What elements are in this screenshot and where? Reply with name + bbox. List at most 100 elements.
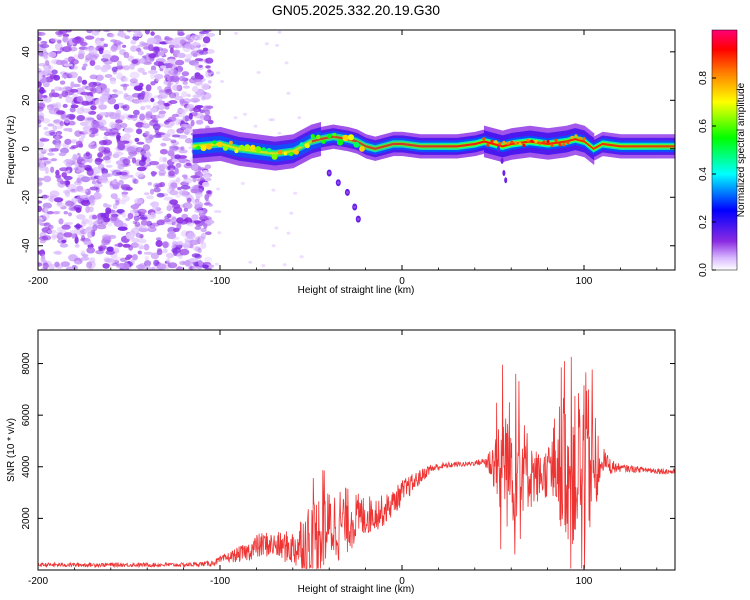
- noise-cell: [140, 105, 146, 111]
- noise-cell: [65, 96, 74, 103]
- ridge-cell: [584, 140, 586, 143]
- ridge-cell: [644, 145, 646, 148]
- ridge-cell: [400, 142, 403, 146]
- noise-cell: [144, 113, 152, 120]
- ridge-cell: [480, 141, 483, 144]
- noise-cell: [39, 137, 47, 142]
- ridge-cell: [473, 142, 476, 146]
- ridge-cell: [213, 143, 215, 146]
- ridge-cell: [542, 142, 544, 145]
- ridge-cell: [457, 145, 460, 148]
- ridge-blob: [574, 134, 578, 138]
- noise-cell: [180, 185, 191, 190]
- ridge-cell: [571, 139, 573, 142]
- noise-cell: [137, 67, 145, 73]
- x-tick-label: 100: [576, 576, 593, 587]
- noise-cell: [50, 148, 59, 152]
- noise-cell: [159, 156, 164, 163]
- ridge-cell: [449, 145, 452, 148]
- noise-cell: [48, 51, 57, 58]
- ridge-cell: [600, 143, 602, 147]
- noise-cell: [271, 188, 276, 192]
- noise-cell: [43, 65, 49, 72]
- ridge-blob: [244, 144, 251, 150]
- ridge-cell: [560, 141, 562, 144]
- ridge-cell: [425, 145, 428, 148]
- ridge-cell: [579, 139, 581, 142]
- noise-cell: [104, 87, 111, 93]
- noise-cell: [202, 47, 209, 52]
- noise-cell: [150, 31, 155, 36]
- ridge-cell: [431, 145, 434, 148]
- noise-cell: [78, 49, 85, 57]
- ridge-cell: [527, 140, 529, 143]
- ridge-cell: [418, 145, 421, 148]
- noise-cell: [139, 113, 146, 121]
- ridge-cell: [366, 145, 369, 148]
- noise-cell: [72, 153, 78, 162]
- ridge-cell: [250, 149, 252, 152]
- ridge-blob: [347, 134, 355, 141]
- ridge-cell: [648, 145, 650, 148]
- ridge-blob: [196, 145, 201, 150]
- noise-cell: [155, 164, 164, 170]
- ridge-cell: [497, 143, 499, 147]
- noise-cell: [182, 202, 193, 210]
- noise-cell: [51, 92, 60, 98]
- ridge-cell: [596, 146, 598, 149]
- ridge-cell: [671, 145, 673, 148]
- ridge-cell: [404, 143, 407, 146]
- noise-cell: [220, 80, 224, 83]
- ridge-cell: [316, 138, 319, 142]
- x-tick-label: 0: [399, 276, 405, 287]
- noise-cell: [108, 259, 115, 267]
- ridge-cell: [234, 146, 236, 149]
- noise-cell: [47, 224, 54, 230]
- ridge-cell: [476, 142, 479, 145]
- ridge-cell: [631, 145, 633, 148]
- noise-cell: [261, 264, 266, 268]
- ridge-cell: [214, 143, 216, 146]
- ridge-cell: [666, 145, 668, 148]
- noise-cell: [140, 219, 148, 226]
- noise-cell: [203, 114, 212, 122]
- ridge-cell: [251, 149, 253, 152]
- ridge-blob: [353, 141, 360, 148]
- x-tick-label: -100: [210, 576, 230, 587]
- noise-cell: [135, 121, 145, 128]
- ridge-cell: [601, 143, 603, 146]
- ridge-cell: [361, 143, 364, 146]
- noise-cell: [207, 80, 212, 84]
- noise-cell: [76, 107, 84, 115]
- ridge-cell: [315, 139, 318, 142]
- ridge-cell: [453, 145, 456, 148]
- ridge-cell: [524, 141, 526, 144]
- noise-cell: [197, 90, 205, 97]
- noise-cell: [109, 78, 117, 85]
- noise-cell: [166, 232, 177, 239]
- noise-cell: [131, 114, 138, 122]
- noise-cell: [42, 262, 49, 270]
- noise-cell: [86, 247, 96, 254]
- noise-cell: [118, 163, 125, 170]
- noise-cell: [194, 58, 204, 62]
- ridge-cell: [369, 146, 372, 149]
- noise-cell: [80, 256, 90, 261]
- ridge-cell: [281, 151, 283, 154]
- noise-cell: [55, 102, 62, 110]
- ridge-cell: [420, 145, 423, 148]
- colorbar-ticks: 0.0 0.2 0.4 0.6 0.8: [698, 71, 716, 277]
- noise-cell: [91, 180, 97, 185]
- ridge-cell: [271, 152, 273, 155]
- noise-cell: [151, 206, 159, 211]
- noise-cell: [89, 199, 95, 206]
- noise-cell: [84, 85, 94, 91]
- ridge-cell: [465, 144, 468, 147]
- ridge-cell: [359, 142, 362, 145]
- ridge-cell: [375, 147, 378, 150]
- noise-cell: [155, 132, 166, 136]
- ridge-cell: [607, 143, 609, 146]
- noise-cell: [289, 211, 294, 215]
- noise-cell: [43, 175, 52, 183]
- ridge-cell: [583, 140, 585, 143]
